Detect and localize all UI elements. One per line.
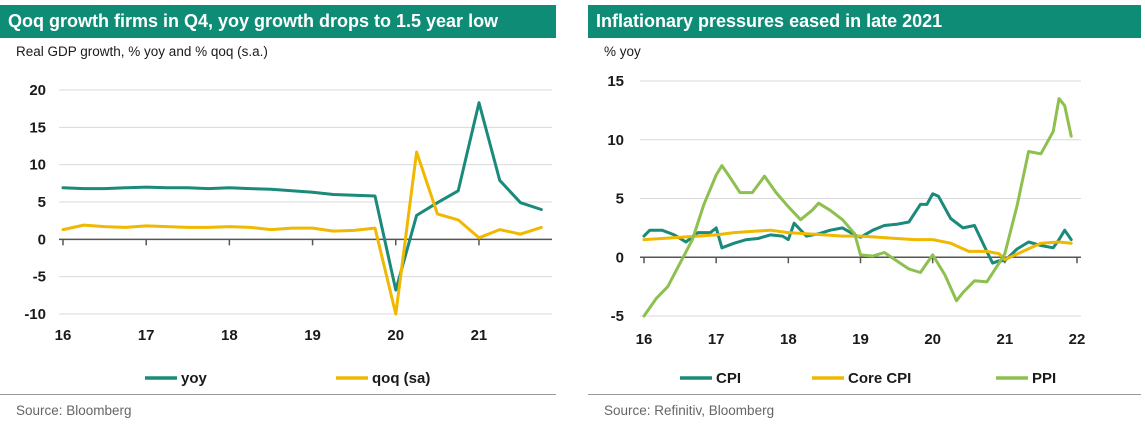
left-chart-subtitle: Real GDP growth, % yoy and % qoq (s.a.) [16,44,268,59]
x-tick-label: 21 [996,331,1013,348]
inflation-panel: Inflationary pressures eased in late 202… [588,0,1145,428]
left-chart-title: Qoq growth firms in Q4, yoy growth drops… [0,5,556,38]
series-line-qoq-sa- [61,150,543,316]
y-tick-label: -5 [611,308,624,325]
right-source-divider [588,394,1141,395]
inflation-chart: -5 0 5 10 15 16 17 18 19 20 21 22 CPI Core CPI PPI [607,73,1086,387]
x-tick-label: 16 [55,327,72,344]
x-tick-label: 18 [780,331,797,348]
y-tick-label: 15 [607,73,624,90]
x-tick-label: 17 [708,331,725,348]
y-tick-label: 0 [38,231,46,248]
right-source: Source: Refinitiv, Bloomberg [604,403,775,418]
x-tick-label: 19 [304,327,321,344]
x-tick-label: 19 [852,331,869,348]
series-line-cpi [642,192,1073,265]
y-tick-label: 5 [38,194,46,211]
left-source-divider [0,394,556,395]
legend-label: CPI [716,370,741,387]
x-tick-label: 21 [471,327,488,344]
y-tick-label: 5 [616,191,624,208]
y-tick-label: -5 [33,269,46,286]
legend-label: PPI [1032,370,1056,387]
legend-label: Core CPI [848,370,911,387]
series-line-ppi [642,97,1073,318]
left-source: Source: Bloomberg [16,403,132,418]
x-tick-label: 16 [636,331,653,348]
gdp-growth-chart: -10 -5 0 5 10 15 20 16 17 18 19 20 21 yoy qoq (sa) [24,82,552,387]
right-chart-title: Inflationary pressures eased in late 202… [588,5,1141,38]
y-tick-label: 10 [29,157,46,174]
y-tick-label: -10 [24,306,46,323]
x-tick-label: 18 [221,327,238,344]
y-tick-label: 15 [29,119,46,136]
series-line-yoy [61,101,543,292]
x-tick-label: 20 [387,327,404,344]
y-tick-label: 20 [29,82,46,99]
right-chart-subtitle: % yoy [604,44,641,59]
y-tick-label: 10 [607,132,624,149]
x-tick-label: 22 [1069,331,1086,348]
gdp-growth-panel: Qoq growth firms in Q4, yoy growth drops… [0,0,560,428]
x-tick-label: 17 [138,327,155,344]
legend-label: yoy [181,370,208,387]
y-tick-label: 0 [616,249,624,266]
series-line-core-cpi [642,228,1073,262]
x-tick-label: 20 [924,331,941,348]
legend-label: qoq (sa) [372,370,430,387]
